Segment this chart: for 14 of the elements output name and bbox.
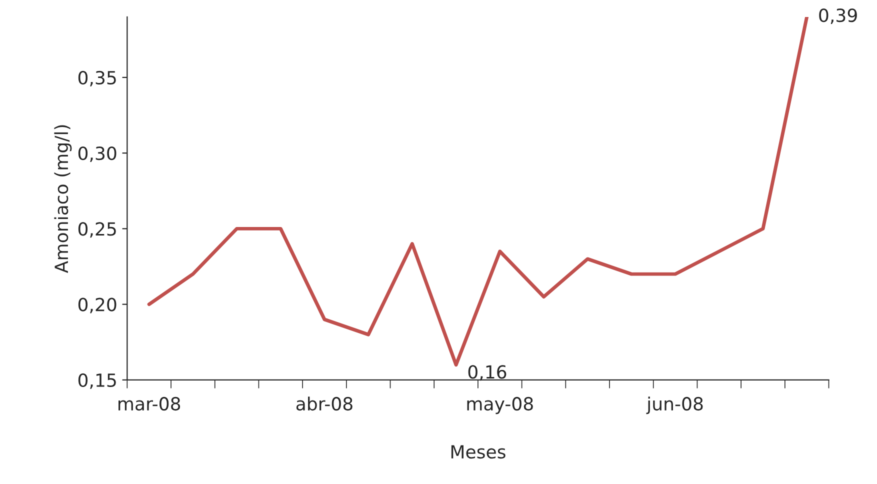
y-tick-label: 0,35 — [78, 70, 116, 86]
x-tick-label: jun-08 — [646, 396, 703, 414]
y-tick-label: 0,20 — [78, 298, 116, 314]
y-axis-title: Amoniaco (mg/l) — [54, 125, 72, 274]
y-tick-label: 0,25 — [78, 222, 116, 238]
x-tick-label: abr-08 — [296, 396, 352, 411]
data-label: 0,16 — [468, 365, 506, 381]
x-axis-title: Meses — [451, 445, 506, 459]
data-label: 0,39 — [819, 8, 857, 24]
y-tick-label: 0,30 — [78, 146, 116, 162]
line-series — [147, 16, 809, 367]
x-tick-label: may-08 — [467, 396, 533, 414]
x-tick-label: mar-08 — [118, 396, 180, 411]
y-tick-label: 0,15 — [78, 373, 116, 389]
